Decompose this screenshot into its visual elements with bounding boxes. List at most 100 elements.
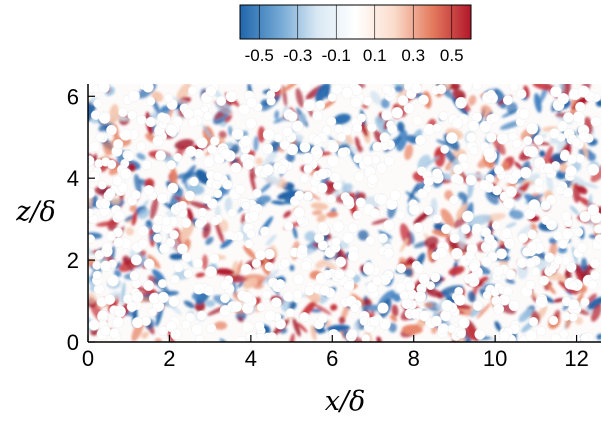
- particle: [113, 210, 126, 222]
- particle: [566, 262, 577, 273]
- particle: [181, 319, 191, 330]
- field-streak: [288, 301, 297, 310]
- particle: [297, 244, 308, 255]
- field-streak: [485, 190, 499, 205]
- field-streak: [195, 272, 206, 278]
- field-streak: [124, 214, 135, 222]
- particle: [357, 113, 367, 123]
- particle: [550, 333, 561, 342]
- particle: [264, 309, 277, 322]
- field-streak: [274, 110, 280, 120]
- particle: [414, 263, 425, 274]
- particle: [557, 92, 570, 105]
- field-streak: [553, 298, 565, 303]
- field-streak: [431, 229, 450, 237]
- particle: [553, 255, 564, 265]
- particle: [227, 208, 237, 218]
- field-streak: [202, 222, 211, 239]
- particle: [376, 162, 388, 174]
- particle: [163, 93, 173, 103]
- particle: [577, 85, 590, 98]
- particle: [562, 187, 573, 198]
- particle: [143, 280, 155, 292]
- field-streak: [215, 221, 225, 244]
- particle: [399, 290, 409, 301]
- particle: [119, 128, 132, 141]
- particle: [326, 116, 337, 127]
- field-streak: [389, 314, 398, 322]
- particle: [526, 122, 539, 135]
- field-streak: [114, 269, 122, 277]
- field-streak: [493, 88, 507, 109]
- particle: [231, 301, 243, 312]
- particle: [347, 222, 359, 233]
- field-streak: [262, 149, 278, 169]
- field-streak: [538, 251, 546, 260]
- particle: [484, 233, 495, 245]
- particle: [106, 124, 117, 136]
- particle: [184, 190, 196, 202]
- field-streak: [220, 238, 234, 249]
- particle: [414, 290, 427, 303]
- particle: [206, 323, 217, 334]
- field-streak: [312, 210, 323, 216]
- field-streak: [374, 116, 392, 137]
- particle: [216, 95, 227, 106]
- particle: [478, 179, 491, 192]
- particle: [508, 299, 520, 312]
- particle: [486, 89, 496, 100]
- particle: [286, 143, 299, 156]
- particle: [369, 316, 380, 327]
- field-streak: [532, 84, 556, 91]
- particle: [505, 269, 516, 280]
- field-streak: [394, 85, 404, 93]
- particle: [535, 296, 548, 309]
- field-streak: [426, 155, 440, 166]
- particle: [113, 237, 124, 248]
- particle: [145, 116, 157, 128]
- particle: [117, 182, 129, 193]
- particle: [508, 131, 518, 141]
- particle: [88, 155, 95, 167]
- particle: [579, 210, 591, 223]
- particle: [350, 96, 362, 109]
- particle: [505, 185, 517, 198]
- particle: [303, 191, 313, 202]
- particle: [462, 84, 473, 92]
- field-streak: [445, 84, 451, 91]
- particle: [559, 329, 569, 339]
- axes: 0 2 4 6 8 10 12 0 2 4 6: [67, 84, 601, 371]
- particle: [538, 275, 549, 286]
- field-streak: [131, 211, 138, 226]
- field-streak: [154, 338, 162, 342]
- field-streak: [361, 104, 369, 109]
- particle: [95, 132, 105, 142]
- particle: [576, 242, 588, 254]
- particle: [94, 249, 105, 260]
- field-streak: [514, 161, 523, 170]
- particle: [345, 268, 356, 279]
- particle: [279, 258, 290, 269]
- particle: [322, 269, 333, 280]
- particle: [365, 235, 376, 246]
- particle: [525, 279, 536, 290]
- particle: [440, 309, 452, 322]
- particle: [127, 110, 138, 121]
- particle: [213, 171, 223, 181]
- particle: [449, 195, 459, 205]
- field-streak: [255, 157, 263, 166]
- particle: [352, 123, 363, 133]
- particle: [130, 254, 142, 266]
- colorbar-tick-label: -0.3: [283, 46, 312, 65]
- field-streak: [370, 90, 382, 105]
- particle: [241, 201, 251, 211]
- particle: [472, 223, 483, 234]
- particle: [436, 84, 447, 95]
- particle: [264, 262, 274, 272]
- field-streak: [169, 253, 184, 260]
- particle: [282, 126, 293, 137]
- particle: [123, 150, 135, 162]
- particle: [177, 243, 188, 255]
- particle: [158, 326, 169, 337]
